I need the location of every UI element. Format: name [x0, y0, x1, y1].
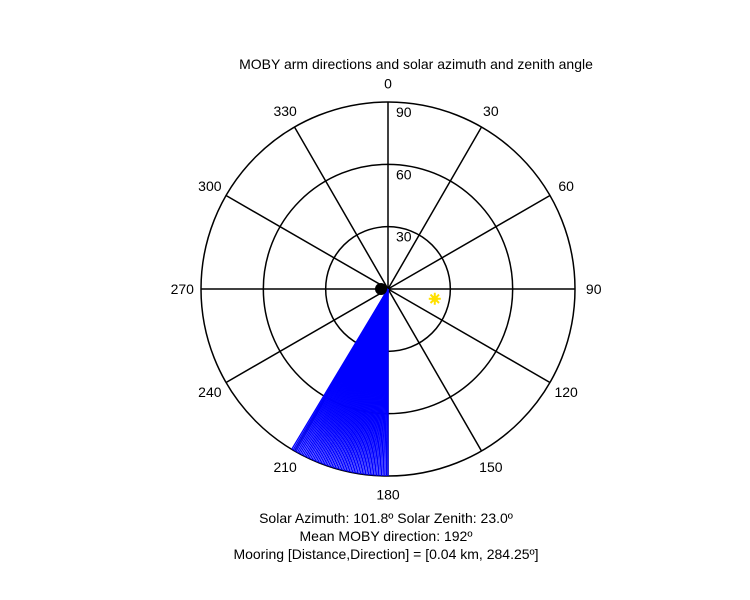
spoke-120	[387, 288, 551, 384]
radial-label-90: 90	[396, 104, 412, 120]
moby-arm-lines	[291, 288, 389, 476]
angle-label-120: 120	[554, 384, 578, 400]
spoke-300	[225, 194, 389, 290]
sun-core	[431, 295, 438, 302]
angle-label-240: 240	[198, 384, 222, 400]
angle-label-150: 150	[479, 459, 503, 475]
plot-markers	[375, 283, 441, 305]
radial-tick-labels: 30 60 90	[396, 104, 412, 245]
angle-label-180: 180	[376, 487, 400, 503]
radial-label-60: 60	[396, 166, 412, 182]
angle-label-0: 0	[384, 75, 392, 91]
angle-label-210: 210	[273, 459, 297, 475]
spoke-60	[387, 194, 551, 290]
mooring-marker	[375, 283, 387, 295]
spoke-30	[387, 126, 483, 290]
chart-title: MOBY arm directions and solar azimuth an…	[239, 56, 593, 72]
angle-label-60: 60	[558, 178, 574, 194]
angle-label-30: 30	[483, 103, 499, 119]
mooring-caption: Mooring [Distance,Direction] = [0.04 km,…	[233, 546, 539, 562]
solar-angles-caption: Solar Azimuth: 101.8º Solar Zenith: 23.0…	[259, 510, 513, 526]
angle-tick-labels: 0 30 60 90 120 150 180 210 240 270 300 330	[171, 75, 602, 502]
angle-label-300: 300	[198, 178, 222, 194]
angle-label-270: 270	[171, 281, 195, 297]
angle-label-330: 330	[273, 103, 297, 119]
sun-marker	[428, 292, 441, 305]
spoke-330	[293, 126, 389, 290]
angle-label-90: 90	[586, 281, 602, 297]
arm-line-62	[291, 288, 389, 450]
mean-moby-direction-caption: Mean MOBY direction: 192º	[299, 528, 473, 544]
radial-label-30: 30	[396, 229, 412, 245]
spoke-240	[225, 288, 389, 384]
spoke-150	[387, 288, 483, 452]
